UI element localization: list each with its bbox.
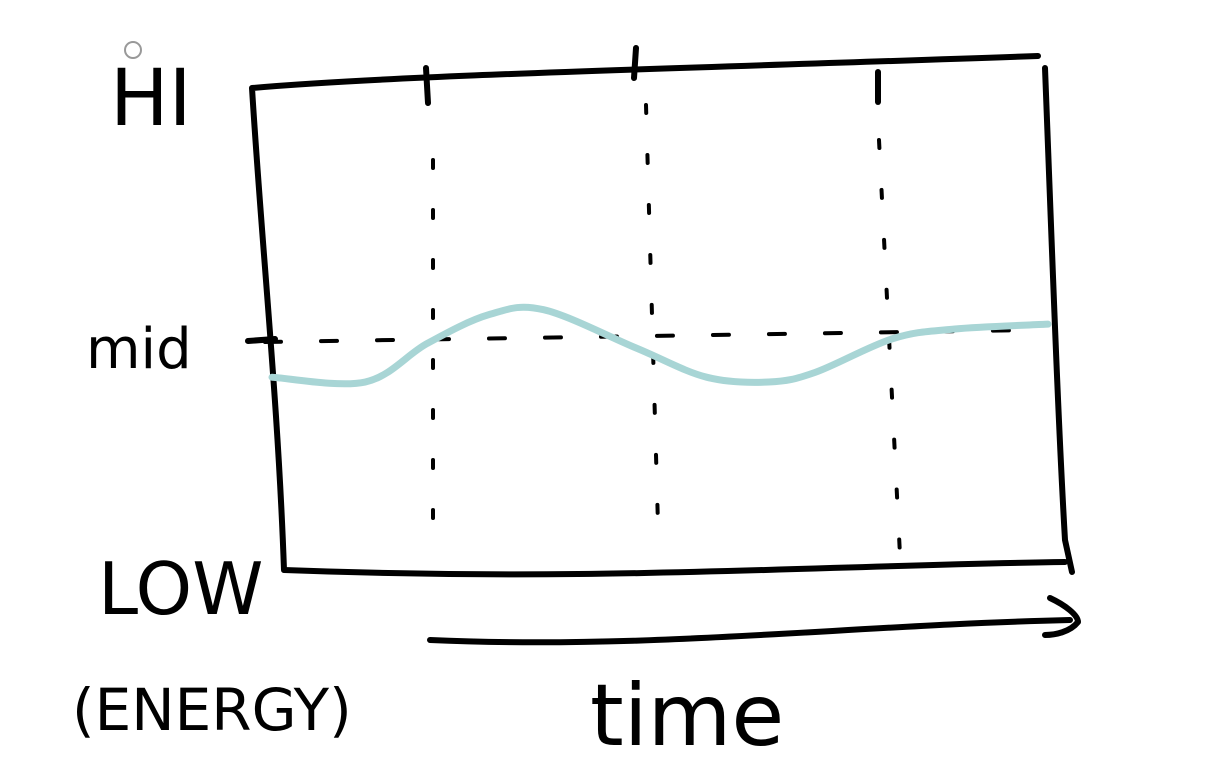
y-tick-label-low: LOW [98,547,263,631]
y-tick-label-high: HI [110,54,192,144]
x-axis-label: time [590,666,784,766]
grid-tick-top-2 [631,45,639,81]
grid-line-mid [263,328,1032,344]
grid-line-x-2 [644,103,660,527]
time-arrow [427,595,1081,646]
grid-tick-top-1 [423,65,431,106]
y-axis-label: (ENERGY) [72,676,352,744]
circle-marker-icon [124,41,142,59]
grid-line-x-3 [877,138,902,557]
plot-frame [249,53,1075,578]
energy-series-line [268,303,1052,388]
y-tick-mid [245,336,278,344]
y-tick-label-mid: mid [86,317,192,382]
